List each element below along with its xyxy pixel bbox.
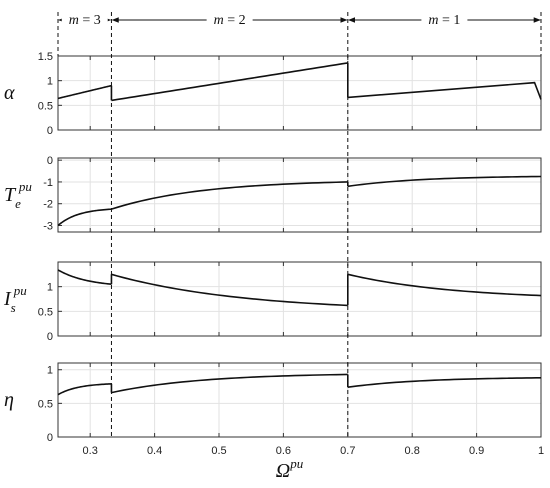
y-tick-label: -1 (43, 177, 53, 189)
x-tick-label: 0.4 (147, 445, 162, 457)
series-line-1 (57, 208, 112, 227)
panel-frame (57, 362, 542, 438)
y-tick-label: -3 (43, 220, 53, 232)
series-line-2 (111, 62, 348, 102)
series-line-1 (57, 84, 112, 100)
region-label-1: m = 3 (69, 13, 101, 28)
y-axis-label: Tepu (4, 179, 32, 211)
series-line-3 (347, 377, 542, 389)
panel-2: 0 -1 -2 -3 Tepu (4, 155, 542, 233)
y-tick-label: 0 (47, 125, 53, 137)
region-label-bg (206, 9, 253, 27)
x-axis-label: Ωpu (276, 456, 304, 482)
series-line-2 (111, 373, 348, 394)
series-line-3 (347, 273, 542, 297)
y-tick-label: 0.5 (38, 100, 53, 112)
region-label-3: m = 1 (428, 13, 460, 28)
y-tick-label: 0 (47, 331, 53, 343)
y-tick-label: 0 (47, 432, 53, 444)
y-tick-label: 0.5 (38, 306, 53, 318)
y-tick-label: 1 (47, 365, 53, 377)
x-tick-label: 0.7 (340, 445, 355, 457)
panel-frame (57, 261, 542, 337)
y-axis-label: α (4, 82, 15, 104)
y-tick-label: -2 (43, 199, 53, 211)
series-line-2 (111, 273, 348, 307)
y-axis-label: η (4, 389, 14, 411)
panel-frame (57, 157, 542, 233)
y-tick-label: 0 (47, 155, 53, 167)
x-tick-label: 0.9 (469, 445, 484, 457)
x-tick-label: 1 (538, 445, 544, 457)
x-tick-label: 0.6 (276, 445, 291, 457)
region-label-bg (421, 9, 468, 27)
x-tick-label: 0.3 (83, 445, 98, 457)
panel-1: 0 0.5 1 1.5 α (4, 51, 542, 137)
y-tick-label: 1.5 (38, 51, 53, 63)
panel-frame (57, 55, 542, 131)
y-tick-label: 0.5 (38, 398, 53, 410)
panel-4: 0 0.5 1 η (4, 362, 542, 444)
panel-3: 0 0.5 1 Ispu (3, 261, 542, 343)
series-line-3 (347, 175, 542, 188)
y-tick-label: 1 (47, 76, 53, 88)
series-line-2 (111, 181, 348, 210)
series-line-3 (347, 81, 542, 100)
series-line-1 (57, 269, 112, 285)
x-tick-label: 0.5 (211, 445, 226, 457)
x-tick-label: 0.8 (405, 445, 420, 457)
y-axis-label: Ispu (3, 283, 27, 315)
y-tick-label: 1 (47, 282, 53, 294)
region-label-bg (61, 9, 108, 27)
series-line-1 (57, 383, 112, 396)
region-label-2: m = 2 (214, 13, 246, 28)
